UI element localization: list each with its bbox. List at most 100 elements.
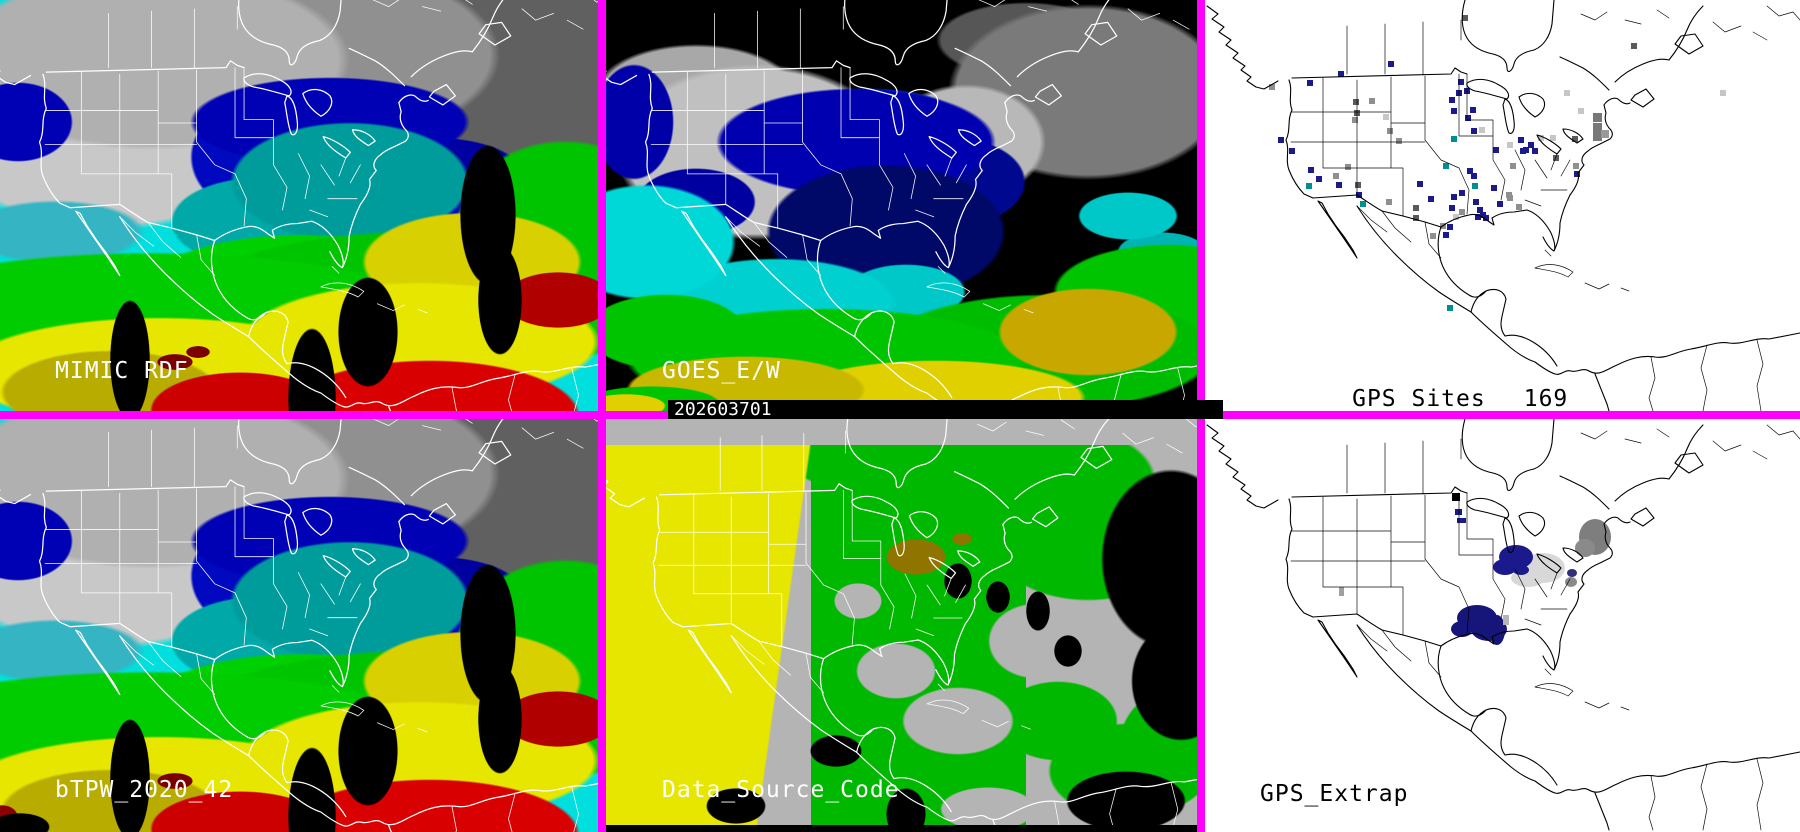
map-marker	[1447, 224, 1453, 230]
map-marker	[1518, 137, 1524, 143]
map-marker	[1553, 155, 1559, 161]
gps-sites-label: GPS Sites	[1352, 386, 1486, 411]
gps-sites-caption: GPS Sites 169	[1263, 360, 1568, 411]
map-marker	[1360, 201, 1366, 207]
map-marker	[1573, 163, 1579, 169]
map-marker	[1353, 99, 1359, 105]
map-marker	[1462, 15, 1468, 21]
map-marker	[1430, 233, 1436, 239]
map-marker	[1449, 97, 1455, 103]
map-marker	[1520, 148, 1526, 154]
map-marker	[1471, 128, 1477, 134]
gps-sites-count: 169	[1523, 386, 1569, 411]
map-marker	[1451, 108, 1457, 114]
map-marker	[1386, 199, 1392, 205]
panel-label-btpw: bTPW_2020_42	[55, 777, 234, 803]
map-marker	[1516, 204, 1522, 210]
map-marker	[1471, 173, 1477, 179]
map-marker	[1452, 493, 1460, 501]
map-marker	[1307, 80, 1313, 86]
map-marker	[1352, 117, 1358, 123]
map-marker	[1601, 130, 1609, 138]
map-marker	[1338, 71, 1344, 77]
map-overlay-white	[0, 419, 598, 832]
map-marker	[1451, 194, 1457, 200]
map-marker	[1396, 138, 1402, 144]
map-marker	[1451, 621, 1473, 637]
map-marker	[1720, 90, 1726, 96]
map-marker	[1565, 577, 1577, 587]
timestamp-bar: 202603701	[668, 400, 1223, 419]
map-marker	[1456, 90, 1462, 96]
map-marker	[1578, 108, 1584, 114]
map-marker	[1550, 135, 1556, 141]
map-marker	[1383, 114, 1389, 120]
map-marker	[1339, 587, 1344, 596]
map-marker	[1567, 569, 1577, 577]
map-marker	[1455, 509, 1462, 515]
map-marker	[1457, 518, 1466, 523]
map-marker	[1472, 183, 1478, 189]
map-marker	[1491, 185, 1497, 191]
map-marker	[1308, 167, 1314, 173]
map-marker	[1413, 215, 1419, 221]
map-marker	[1532, 148, 1538, 154]
map-marker	[1440, 223, 1446, 229]
map-marker	[1459, 209, 1465, 215]
panel-label-mimic: MIMIC RDF	[55, 358, 189, 384]
panel-gps-extrap: GPS_Extrap	[1205, 419, 1800, 832]
map-marker	[1345, 164, 1351, 170]
map-overlay-white	[606, 419, 1197, 832]
map-marker	[1451, 136, 1457, 142]
map-marker	[1631, 43, 1637, 49]
map-marker	[1470, 107, 1476, 113]
map-marker	[1354, 110, 1360, 116]
map-marker	[1417, 181, 1423, 187]
panel-gps-sites: GPS Sites 169	[1205, 0, 1800, 411]
map-marker	[1475, 214, 1481, 220]
map-marker	[1355, 182, 1361, 188]
map-marker	[1388, 61, 1394, 67]
panel-label-data-source: Data_Source_Code	[662, 777, 900, 803]
map-marker	[1413, 205, 1419, 211]
gps-extrap-regions	[1205, 419, 1800, 832]
map-marker	[1453, 214, 1459, 220]
panel-data-source-code: Data_Source_Code	[606, 419, 1197, 832]
map-marker	[1333, 173, 1339, 179]
map-marker	[1278, 137, 1284, 143]
bottom-black-strip	[606, 825, 1197, 832]
map-marker	[1473, 199, 1479, 205]
map-marker	[1356, 192, 1362, 198]
map-marker	[1479, 127, 1485, 133]
panel-mimic-rdf: MIMIC RDF	[0, 0, 598, 411]
map-marker	[1336, 182, 1342, 188]
panel-label-goes: GOES_E/W	[662, 358, 781, 384]
map-overlay-white	[0, 0, 598, 411]
map-marker	[1306, 183, 1312, 189]
map-marker	[1513, 565, 1529, 575]
map-marker	[1507, 142, 1513, 148]
map-marker	[1572, 136, 1578, 142]
gps-sites-markers	[1205, 0, 1800, 411]
map-marker	[1449, 205, 1455, 211]
timestamp-text: 202603701	[674, 399, 772, 420]
panel-btpw: bTPW_2020_42	[0, 419, 598, 832]
map-marker	[1443, 232, 1449, 238]
map-marker	[1564, 90, 1570, 96]
map-marker	[1497, 201, 1503, 207]
map-marker	[1493, 147, 1499, 153]
map-marker	[1458, 79, 1464, 85]
map-marker	[1387, 128, 1393, 134]
map-marker	[1483, 215, 1489, 221]
map-marker	[1369, 98, 1375, 104]
map-marker	[1506, 192, 1512, 198]
map-marker	[1538, 135, 1544, 141]
map-marker	[1316, 176, 1322, 182]
map-marker	[1464, 88, 1470, 94]
map-marker	[1574, 171, 1580, 177]
map-marker	[1510, 163, 1516, 169]
map-marker	[1575, 539, 1595, 557]
panel-goes-ew: GOES_E/W	[606, 0, 1197, 411]
map-marker	[1465, 115, 1471, 121]
